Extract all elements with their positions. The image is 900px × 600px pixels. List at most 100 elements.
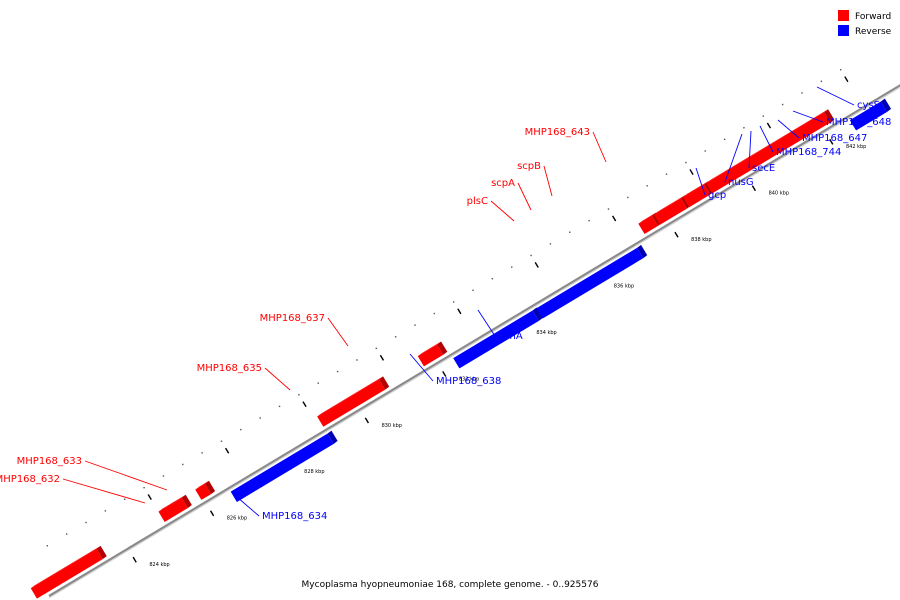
track-dot xyxy=(820,80,823,83)
gene-label: MHP168_643 xyxy=(525,127,590,138)
scale-tick xyxy=(302,401,307,408)
scale-tick xyxy=(132,556,137,563)
gene-label: MHP168_633 xyxy=(17,456,82,467)
gene-leader-line xyxy=(816,86,855,106)
legend-reverse-label: Reverse xyxy=(855,27,892,37)
scale-tick xyxy=(379,354,385,361)
gene-leader-line xyxy=(543,165,553,197)
track-dot xyxy=(665,173,668,175)
gene-label: MHP168_637 xyxy=(260,313,325,324)
scale-tick-label: 824 kbp xyxy=(149,562,169,568)
gene-label: cysS xyxy=(857,100,880,111)
gene-MHP168_634[interactable] xyxy=(230,430,338,502)
backbone-line xyxy=(48,84,900,597)
gene-leader-line xyxy=(84,460,168,491)
scale-tick xyxy=(674,231,679,238)
track-dot xyxy=(394,336,397,338)
track-dot xyxy=(801,92,803,94)
gene-ushA[interactable] xyxy=(536,244,648,319)
gene-label: scpB xyxy=(517,161,541,172)
track-dot xyxy=(685,161,687,164)
track-dot xyxy=(336,370,339,373)
scale-tick xyxy=(442,371,447,377)
scale-tick xyxy=(147,494,152,501)
gene-leader-line xyxy=(695,167,706,196)
gene-label: nusG xyxy=(728,177,754,188)
gene-leader-line xyxy=(236,496,260,517)
gene-leader-line xyxy=(327,317,349,347)
track-dot xyxy=(511,266,513,268)
track-dot xyxy=(104,510,107,512)
gene-leader-line xyxy=(477,309,496,337)
gene-features xyxy=(30,98,892,599)
gene-gcp[interactable] xyxy=(849,98,892,131)
track-dot xyxy=(46,545,49,547)
track-dot xyxy=(85,521,87,524)
gene-leader-line xyxy=(777,119,800,139)
scale-tick-label: 828 kbp xyxy=(304,469,324,475)
gene-label: MHP168_634 xyxy=(262,511,327,522)
scale-tick-label: 838 kbp xyxy=(691,237,711,243)
gene-label: MHP168_635 xyxy=(197,363,262,374)
gene-label: ushA xyxy=(498,331,523,342)
outer-dot-track xyxy=(46,69,842,547)
gene-label: MHP168_744 xyxy=(776,147,841,158)
track-dot xyxy=(723,138,726,141)
track-dot xyxy=(781,103,784,106)
scale-tick-label: 840 kbp xyxy=(769,191,789,197)
scale-tick-label: 834 kbp xyxy=(536,330,556,336)
gene-MHP168_635[interactable] xyxy=(317,376,390,427)
scale-tick xyxy=(829,138,834,145)
gene-MHP168_633[interactable] xyxy=(195,480,216,500)
gene-leader-line xyxy=(759,125,774,153)
gene-leader-line xyxy=(409,353,434,382)
gene-label: MHP168_648 xyxy=(826,117,891,128)
track-dot xyxy=(375,347,377,350)
track-dot xyxy=(569,231,571,233)
gene-labels: MHP168_632 MHP168_633 MHP168_634 MHP168_635… xyxy=(0,86,891,522)
map-caption: Mycoplasma hyopneumoniae 168, complete g… xyxy=(302,580,599,590)
track-dot xyxy=(762,115,764,117)
track-dot xyxy=(201,452,203,454)
scale-tick xyxy=(689,169,694,175)
scale-ticks: 824 kbp 826 kbp 828 kbp 830 kbp 832 kbp 834 k… xyxy=(132,76,866,568)
gene-MHP168_632[interactable] xyxy=(158,494,192,522)
gene-leader-line xyxy=(792,110,824,123)
track-dot xyxy=(607,208,610,210)
gene-MHP168_643[interactable] xyxy=(706,109,835,194)
scale-tick-label: 832 kbp xyxy=(459,376,479,382)
track-dot xyxy=(414,324,416,326)
track-dot xyxy=(704,150,706,152)
scale-tick-label: 836 kbp xyxy=(614,283,634,289)
scale-tick xyxy=(224,447,230,454)
track-dot xyxy=(491,277,494,280)
track-dot xyxy=(839,69,842,71)
gene-label: MHP168_638 xyxy=(436,376,501,387)
scale-tick-label: 830 kbp xyxy=(382,423,402,429)
gene-unnamed-0[interactable] xyxy=(30,545,107,599)
legend-forward-label: Forward xyxy=(855,12,891,22)
track-dot xyxy=(627,196,629,199)
gene-label: secE xyxy=(752,163,775,174)
track-dot xyxy=(259,417,261,419)
track-dot xyxy=(588,219,590,222)
gene-leader-line xyxy=(62,478,146,504)
scale-tick xyxy=(751,185,757,192)
gene-label: gcp xyxy=(708,190,726,201)
track-dot xyxy=(182,463,184,466)
track-dot xyxy=(65,533,68,535)
backbone-shadow xyxy=(48,86,900,599)
gene-MHP168_637[interactable] xyxy=(417,341,448,367)
track-dot xyxy=(220,440,223,442)
track-dot xyxy=(298,394,300,396)
scale-tick xyxy=(611,215,617,222)
gene-MHP168_638[interactable] xyxy=(453,307,543,369)
track-dot xyxy=(433,312,436,315)
gene-label: MHP168_647 xyxy=(802,133,867,144)
scale-tick xyxy=(209,510,215,517)
track-dot xyxy=(143,486,145,489)
track-dot xyxy=(124,498,126,500)
gene-leader-line xyxy=(264,367,291,391)
track-dot xyxy=(278,405,281,408)
